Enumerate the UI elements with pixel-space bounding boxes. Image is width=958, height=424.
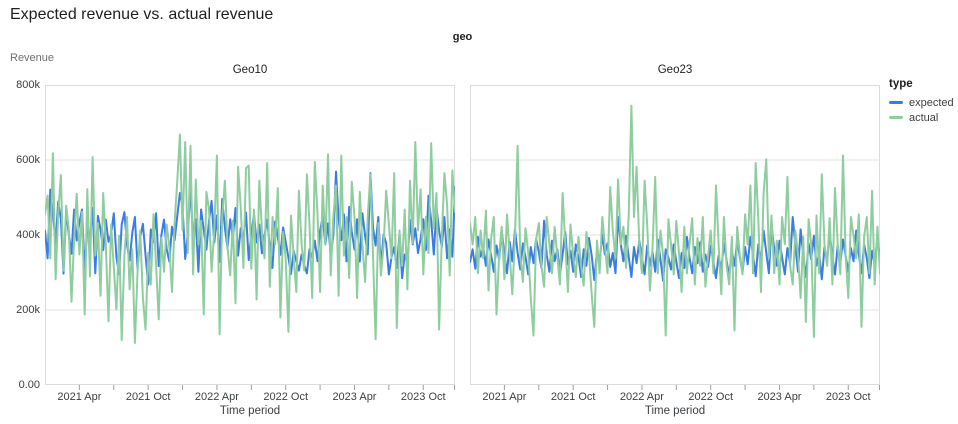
facet-geo10: Geo10 Time period 2021 Apr 2021 Oct 2022 A… [45,64,455,417]
y-tick-label: 0.00 [18,378,40,391]
facet-geo23: Geo23 Time period 2021 Apr 2021 Oct 2022 A… [470,64,880,417]
x-tick-label: 2021 Oct [125,391,171,403]
x-tick-label: 2021 Oct [550,391,596,403]
y-tick-label: 800k [16,78,40,91]
x-tick-label: 2022 Oct [688,391,734,403]
series-line-actual [45,133,455,344]
x-tick-label: 2022 Apr [619,391,664,403]
y-tick-label: 200k [16,303,40,316]
x-tick-label: 2022 Apr [194,391,239,403]
x-tick-label: 2023 Oct [400,391,446,403]
x-tick-label: 2022 Oct [263,391,309,403]
x-tick-label: 2023 Oct [825,391,871,403]
y-tick-label: 400k [16,228,40,241]
x-tick-label: 2023 Apr [332,391,377,403]
x-axis-title: Time period [644,405,706,417]
legend-title: type [889,78,913,90]
facet-plot-geo10 [45,85,455,390]
facet-title-geo10: Geo10 [232,64,268,76]
chart-title: Expected revenue vs. actual revenue [10,6,274,23]
facet-title-geo23: Geo23 [657,64,693,76]
legend-item-expected[interactable]: expected [889,95,954,110]
y-tick-label: 600k [16,153,40,166]
y-axis-title: Revenue [10,52,55,64]
legend-label-actual: actual [909,111,939,124]
expected-line-swatch [889,101,903,104]
legend: type expected actual [889,78,954,125]
x-tick-label: 2023 Apr [757,391,802,403]
x-tick-label: 2021 Apr [482,391,527,403]
y-axis-tick-labels: 800k 600k 400k 200k 0.00 [0,0,40,424]
series-line-actual [470,104,880,338]
facet-field-label: geo [452,31,473,43]
x-axis-title: Time period [219,405,281,417]
legend-item-actual[interactable]: actual [889,110,954,125]
legend-label-expected: expected [909,96,954,109]
facet-plot-geo23 [470,85,880,390]
actual-line-swatch [889,116,903,119]
x-tick-label: 2021 Apr [57,391,102,403]
